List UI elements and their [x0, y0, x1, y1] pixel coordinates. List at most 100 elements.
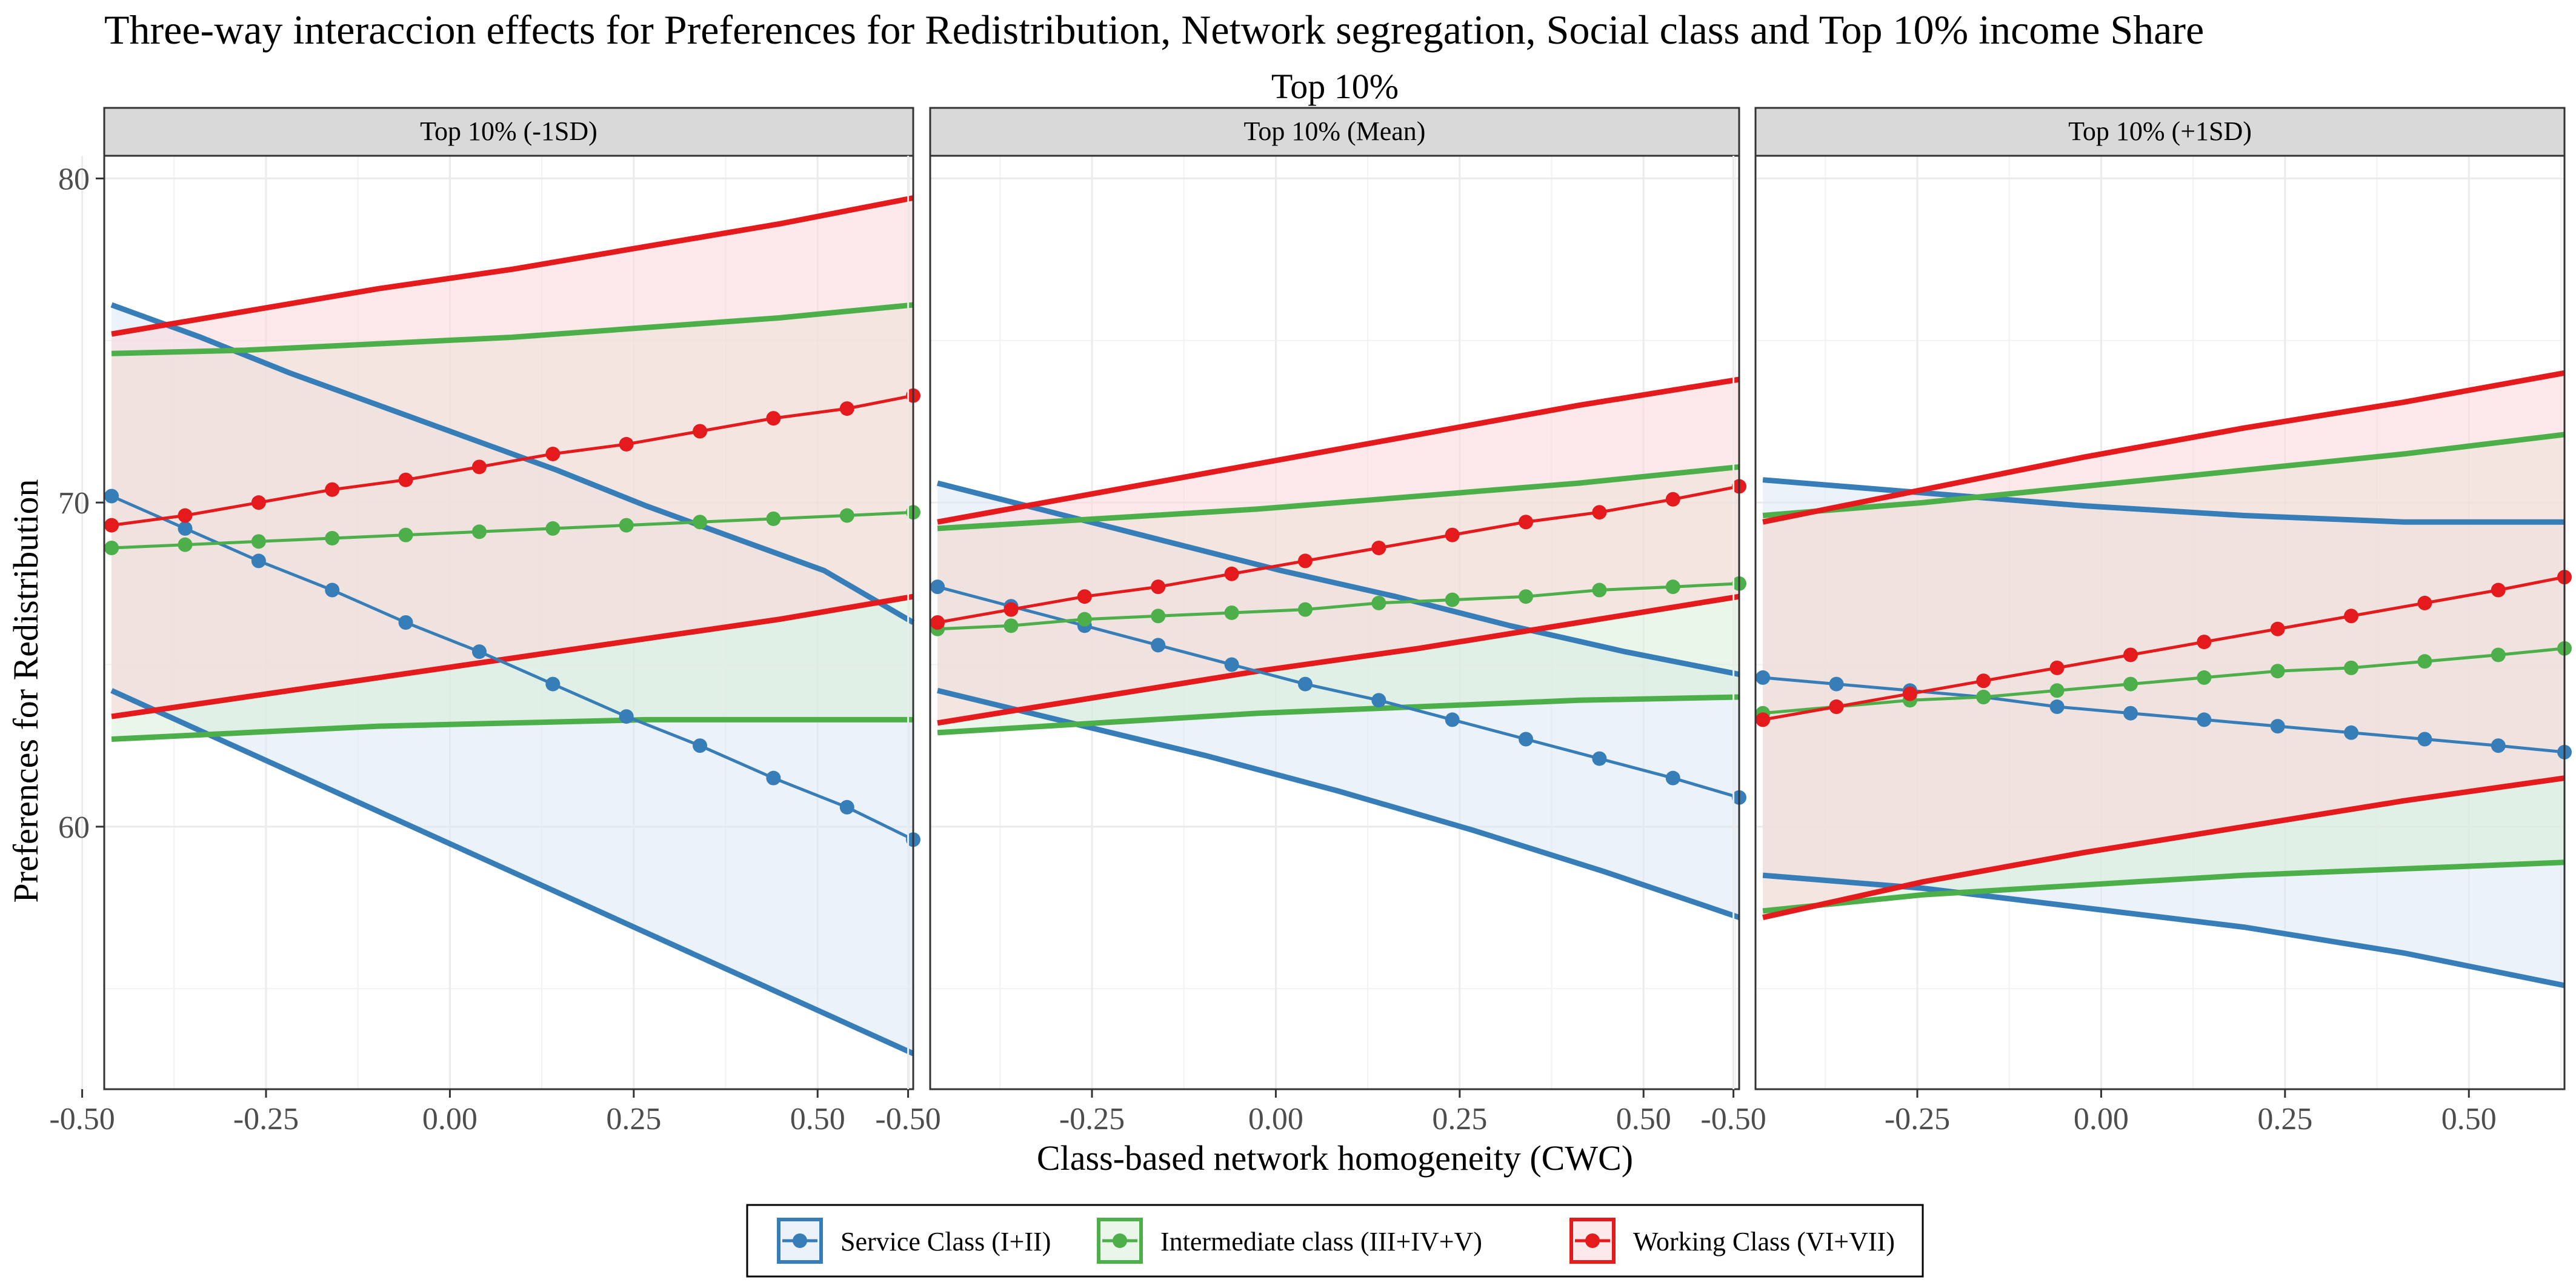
- data-point: [2491, 647, 2506, 662]
- data-point: [325, 482, 340, 497]
- panels: Top 10% (-1SD) -0.50 -0.25 0.00 0.25 0.50 60 70…: [49, 107, 2572, 1136]
- data-point: [1297, 602, 1313, 617]
- data-point: [2270, 664, 2285, 679]
- x-tick-label: 0.00: [1248, 1102, 1303, 1136]
- series-line-1: [111, 495, 914, 841]
- legend-key-point: [793, 1233, 807, 1248]
- data-point: [1592, 582, 1607, 598]
- data-point: [1829, 699, 1844, 715]
- series-line-2: [937, 582, 1740, 631]
- data-point: [2417, 595, 2432, 610]
- data-point: [1151, 579, 1166, 595]
- data-point: [325, 530, 340, 546]
- data-point: [693, 424, 708, 439]
- data-point: [693, 738, 708, 753]
- data-point: [545, 521, 561, 536]
- legend: Service Class (I+II) Intermediate class (…: [746, 1204, 1924, 1278]
- data-point: [1519, 589, 1534, 604]
- data-point: [1592, 751, 1607, 766]
- x-tick-label: 0.50: [1616, 1102, 1671, 1136]
- data-point: [1077, 612, 1092, 627]
- data-point: [2344, 660, 2359, 675]
- x-tick-label: 0.00: [2074, 1102, 2129, 1136]
- data-point: [930, 579, 945, 595]
- x-tick-label: -0.25: [1059, 1102, 1125, 1136]
- data-point: [619, 709, 634, 724]
- legend-key-point: [1113, 1233, 1127, 1248]
- y-tick-label: 80: [58, 162, 90, 196]
- facet-panel-1: Top 10% (-1SD) -0.50 -0.25 0.00 0.25 0.50 60 70…: [49, 107, 920, 1136]
- data-point: [1151, 609, 1166, 624]
- data-point: [1829, 676, 1844, 692]
- facet-strip: [1754, 107, 2566, 157]
- data-point: [1224, 657, 1239, 672]
- x-tick-label: -0.50: [49, 1102, 115, 1136]
- data-point: [2270, 621, 2285, 636]
- facet-strip-label: Top 10% (-1SD): [420, 116, 597, 146]
- band-upper-line: [111, 302, 914, 356]
- legend-item-1: Service Class (I+II): [777, 1218, 1051, 1264]
- data-point: [104, 518, 119, 533]
- y-tick-label: 70: [58, 486, 90, 521]
- series-line-2: [1762, 647, 2565, 715]
- data-point: [2049, 699, 2065, 715]
- data-point: [1297, 676, 1313, 692]
- data-point: [251, 553, 266, 569]
- y-tick-label: 60: [58, 810, 90, 845]
- x-tick-label: 0.00: [422, 1102, 478, 1136]
- data-point: [178, 521, 193, 536]
- x-axis-label: Class-based network homogeneity (CWC): [1037, 1138, 1633, 1178]
- data-point: [930, 615, 945, 630]
- panel-border: [929, 155, 1740, 1090]
- data-point: [1976, 689, 1991, 704]
- band-upper-line: [1762, 370, 2565, 525]
- data-point: [1902, 686, 1917, 701]
- data-point: [2417, 732, 2432, 747]
- confidence-band-3: [111, 198, 914, 717]
- band-upper-line: [1762, 477, 2564, 525]
- band-upper-line: [936, 480, 1740, 678]
- x-tick-label: -0.25: [1885, 1102, 1950, 1136]
- confidence-band-3: [937, 379, 1739, 723]
- band-upper-line: [1762, 432, 2565, 518]
- band-lower-line: [111, 716, 913, 742]
- facet-panel-3: Top 10% (+1SD) -0.50 -0.25 0.00 0.25 0.50: [1700, 107, 2572, 1136]
- data-point: [398, 615, 413, 630]
- data-point: [251, 495, 266, 510]
- legend-item-3: Working Class (VI+VII): [1569, 1218, 1895, 1264]
- data-point: [2417, 654, 2432, 669]
- data-point: [1519, 515, 1534, 530]
- data-point: [545, 446, 561, 461]
- data-point: [398, 527, 413, 542]
- data-point: [1445, 592, 1460, 607]
- band-lower-line: [111, 593, 914, 719]
- band-upper-line: [111, 195, 914, 337]
- data-point: [619, 518, 634, 533]
- data-point: [2123, 676, 2138, 692]
- data-point: [178, 537, 193, 552]
- data-point: [178, 508, 193, 523]
- data-point: [1151, 638, 1166, 653]
- data-point: [2049, 683, 2065, 698]
- facet-strip-label: Top 10% (Mean): [1244, 116, 1426, 146]
- data-point: [2491, 738, 2506, 753]
- series-line-2: [111, 510, 914, 550]
- data-point: [766, 411, 781, 426]
- data-point: [1077, 589, 1092, 604]
- data-point: [398, 472, 413, 487]
- legend-box: [746, 1204, 1924, 1278]
- data-point: [1665, 770, 1680, 786]
- data-point: [1371, 693, 1386, 708]
- confidence-band-3: [1763, 373, 2564, 918]
- panel-border: [103, 155, 914, 1090]
- data-point: [766, 511, 781, 526]
- data-point: [2344, 725, 2359, 740]
- data-point: [1371, 541, 1386, 556]
- facet-title: Top 10%: [1271, 67, 1399, 106]
- data-point: [1297, 553, 1313, 569]
- data-point: [1665, 579, 1680, 595]
- data-point: [471, 524, 487, 539]
- data-point: [325, 582, 340, 598]
- x-tick-label: 0.25: [606, 1102, 661, 1136]
